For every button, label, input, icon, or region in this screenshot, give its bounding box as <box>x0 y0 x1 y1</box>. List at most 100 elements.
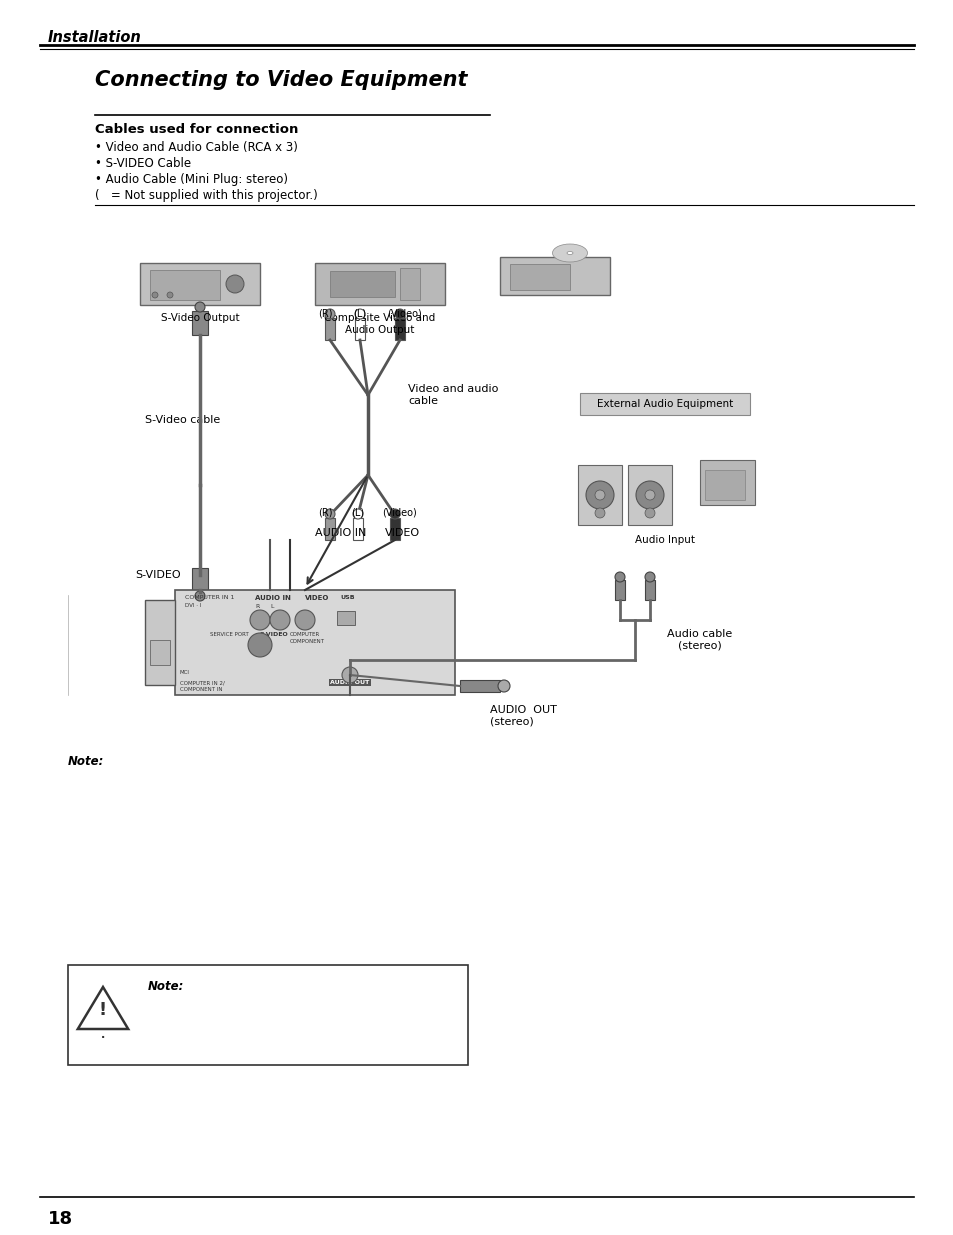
Circle shape <box>270 610 290 630</box>
Text: Video and audio
cable: Video and audio cable <box>408 384 497 406</box>
Text: S-VIDEO: S-VIDEO <box>135 571 180 580</box>
Text: MCI: MCI <box>180 671 190 676</box>
FancyBboxPatch shape <box>355 317 365 340</box>
Text: AUDIO IN: AUDIO IN <box>314 529 366 538</box>
Circle shape <box>615 572 624 582</box>
Text: SERVICE PORT: SERVICE PORT <box>210 632 249 637</box>
Circle shape <box>325 509 335 519</box>
Text: S-Video cable: S-Video cable <box>145 415 220 425</box>
Text: Installation: Installation <box>48 30 142 44</box>
FancyBboxPatch shape <box>510 264 569 290</box>
FancyBboxPatch shape <box>192 311 208 335</box>
FancyBboxPatch shape <box>459 680 499 692</box>
Text: Audio Input: Audio Input <box>635 535 695 545</box>
Text: (R): (R) <box>317 508 332 517</box>
Text: L: L <box>270 604 274 609</box>
Text: AUDIO IN: AUDIO IN <box>254 595 291 601</box>
Circle shape <box>636 480 663 509</box>
Text: AUDIO OUT: AUDIO OUT <box>330 680 369 685</box>
Circle shape <box>341 667 357 683</box>
Text: COMPONENT IN: COMPONENT IN <box>180 687 222 692</box>
FancyBboxPatch shape <box>336 611 355 625</box>
Text: COMPUTER: COMPUTER <box>290 632 320 637</box>
Circle shape <box>585 480 614 509</box>
Circle shape <box>294 610 314 630</box>
FancyBboxPatch shape <box>700 459 754 505</box>
Text: Note:: Note: <box>148 981 184 993</box>
Text: .: . <box>101 1030 105 1040</box>
Text: COMPUTER IN 2/: COMPUTER IN 2/ <box>180 680 225 685</box>
Circle shape <box>194 303 205 312</box>
Text: Cables used for connection: Cables used for connection <box>95 124 298 136</box>
FancyBboxPatch shape <box>704 471 744 500</box>
FancyBboxPatch shape <box>145 600 174 685</box>
FancyBboxPatch shape <box>174 590 455 695</box>
Text: • S-VIDEO Cable: • S-VIDEO Cable <box>95 157 191 170</box>
Text: !: ! <box>99 1002 107 1019</box>
Text: DVI · I: DVI · I <box>185 603 201 608</box>
FancyBboxPatch shape <box>150 270 220 300</box>
Circle shape <box>353 509 363 519</box>
Text: AUDIO  OUT
(stereo): AUDIO OUT (stereo) <box>490 705 557 726</box>
Text: (R): (R) <box>317 308 332 317</box>
Text: COMPUTER IN 1: COMPUTER IN 1 <box>185 595 234 600</box>
FancyBboxPatch shape <box>150 640 170 664</box>
Circle shape <box>644 572 655 582</box>
Circle shape <box>325 309 335 319</box>
Circle shape <box>595 508 604 517</box>
Text: USB: USB <box>339 595 355 600</box>
Circle shape <box>644 490 655 500</box>
FancyBboxPatch shape <box>68 965 468 1065</box>
FancyBboxPatch shape <box>353 517 363 540</box>
FancyBboxPatch shape <box>325 317 335 340</box>
FancyBboxPatch shape <box>578 466 621 525</box>
Text: • Audio Cable (Mini Plug: stereo): • Audio Cable (Mini Plug: stereo) <box>95 173 288 186</box>
Circle shape <box>167 291 172 298</box>
Circle shape <box>250 610 270 630</box>
FancyBboxPatch shape <box>314 263 444 305</box>
Text: External Audio Equipment: External Audio Equipment <box>597 399 732 409</box>
FancyBboxPatch shape <box>627 466 671 525</box>
Text: COMPONENT: COMPONENT <box>290 638 325 643</box>
Circle shape <box>248 634 272 657</box>
Text: Connecting to Video Equipment: Connecting to Video Equipment <box>95 70 467 90</box>
Text: (Video): (Video) <box>387 308 422 317</box>
Text: VIDEO: VIDEO <box>385 529 419 538</box>
Circle shape <box>194 592 205 601</box>
FancyBboxPatch shape <box>615 580 624 600</box>
Circle shape <box>226 275 244 293</box>
FancyBboxPatch shape <box>140 263 260 305</box>
FancyBboxPatch shape <box>644 580 655 600</box>
FancyBboxPatch shape <box>395 317 405 340</box>
Circle shape <box>497 680 510 692</box>
Circle shape <box>390 509 399 519</box>
Circle shape <box>644 508 655 517</box>
FancyBboxPatch shape <box>499 257 609 295</box>
FancyBboxPatch shape <box>330 270 395 296</box>
Text: R: R <box>254 604 259 609</box>
Circle shape <box>595 490 604 500</box>
Polygon shape <box>78 987 128 1029</box>
Circle shape <box>152 291 158 298</box>
Text: (L): (L) <box>351 508 364 517</box>
Circle shape <box>395 309 405 319</box>
Text: Note:: Note: <box>68 755 104 768</box>
Circle shape <box>355 309 365 319</box>
Text: S-Video Output: S-Video Output <box>160 312 239 324</box>
Text: • Video and Audio Cable (RCA x 3): • Video and Audio Cable (RCA x 3) <box>95 141 297 154</box>
Text: (Video): (Video) <box>382 508 416 517</box>
Text: 18: 18 <box>48 1210 73 1228</box>
FancyBboxPatch shape <box>325 517 335 540</box>
Text: VIDEO: VIDEO <box>305 595 329 601</box>
FancyBboxPatch shape <box>399 268 419 300</box>
FancyBboxPatch shape <box>390 517 399 540</box>
Ellipse shape <box>552 245 587 262</box>
Text: (L): (L) <box>353 308 366 317</box>
FancyBboxPatch shape <box>192 568 208 592</box>
Text: S-VIDEO: S-VIDEO <box>260 632 289 637</box>
Ellipse shape <box>566 252 573 254</box>
Text: (   = Not supplied with this projector.): ( = Not supplied with this projector.) <box>95 189 317 203</box>
FancyBboxPatch shape <box>579 393 749 415</box>
Text: Audio cable
(stereo): Audio cable (stereo) <box>667 629 732 651</box>
Text: Composite Video and
Audio Output: Composite Video and Audio Output <box>324 312 436 335</box>
